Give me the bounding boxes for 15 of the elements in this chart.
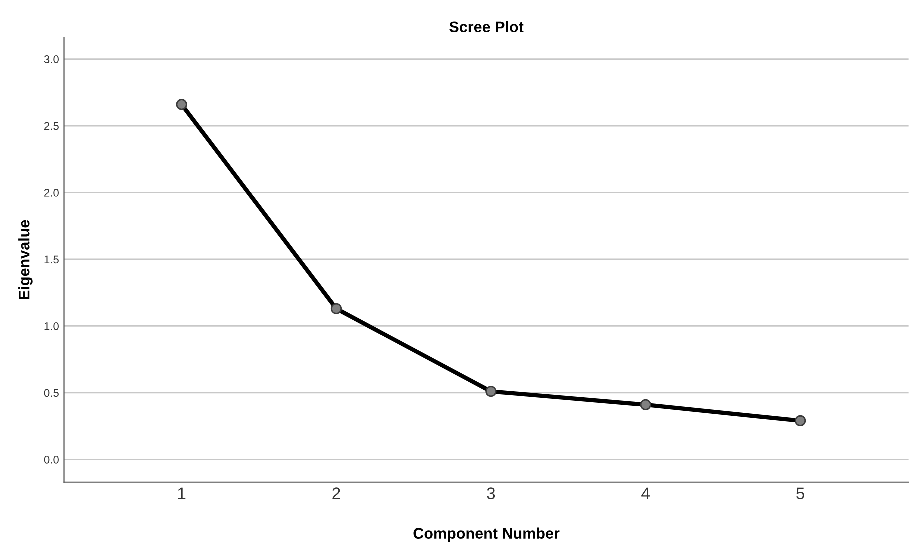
y-axis-title: Eigenvalue <box>18 220 33 300</box>
y-tick-label: 1.5 <box>44 256 59 264</box>
x-tick-label: 2 <box>332 488 340 500</box>
x-tick-label: 5 <box>796 488 804 500</box>
y-tick-label: 2.5 <box>44 122 59 130</box>
y-tick-label: 0.5 <box>44 389 59 398</box>
y-tick-label: 3.0 <box>44 56 59 64</box>
y-tick-label: 2.0 <box>44 189 59 197</box>
x-tick-label: 3 <box>487 488 496 500</box>
x-axis-title: Component Number <box>414 528 560 542</box>
x-tick-label: 4 <box>642 488 650 500</box>
x-tick-label: 1 <box>178 488 186 500</box>
chart-title: Scree Plot <box>450 21 524 33</box>
y-tick-label: 1.0 <box>44 322 59 330</box>
y-tick-label: 0.0 <box>44 456 59 464</box>
